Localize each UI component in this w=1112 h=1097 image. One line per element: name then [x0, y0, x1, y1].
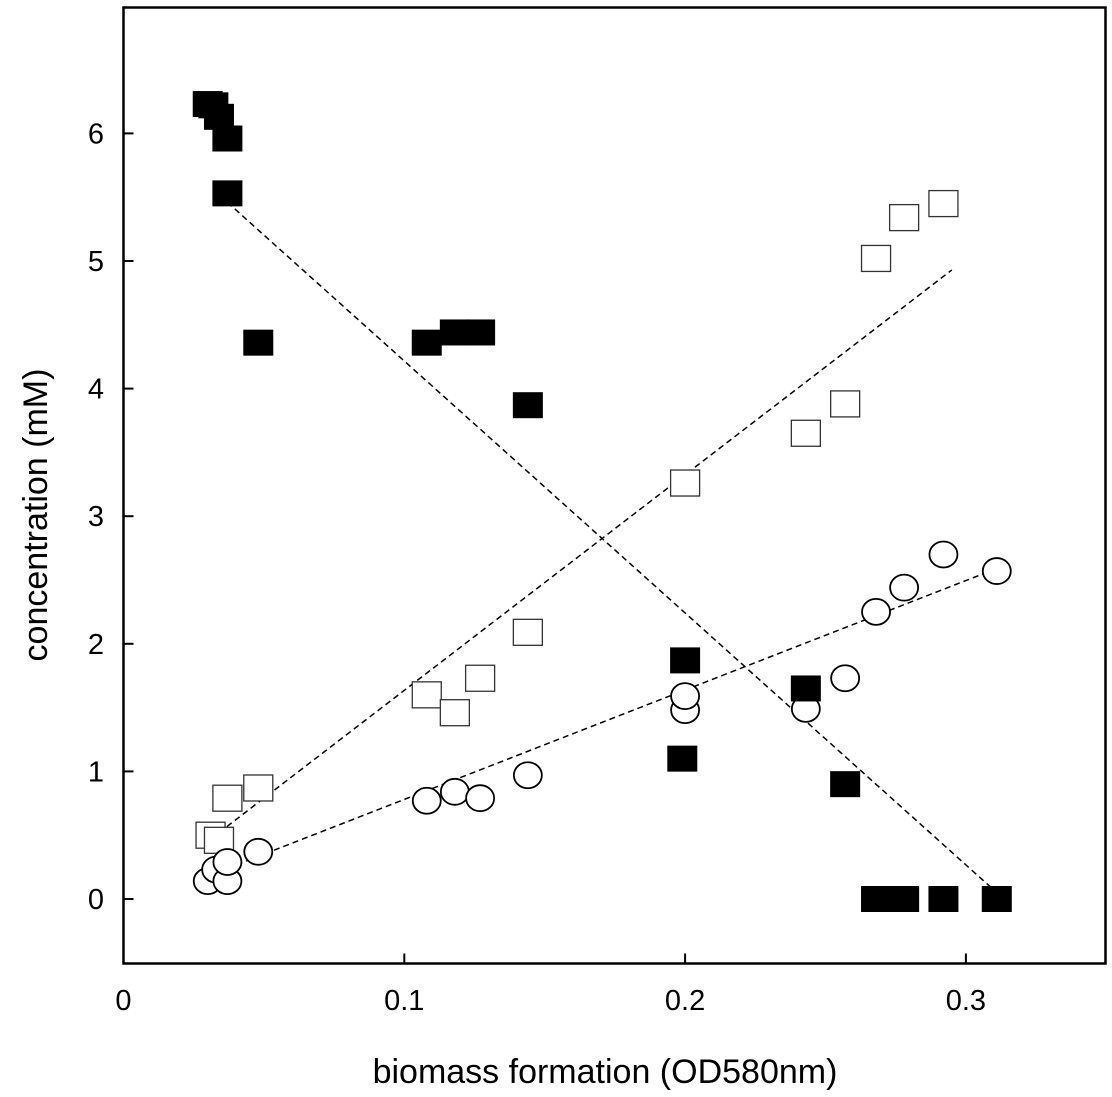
filled-square-point: [830, 771, 861, 798]
y-tick-label: 4: [88, 374, 104, 406]
filled-square-point: [512, 392, 543, 419]
plot-frame: [122, 6, 1107, 965]
filled-square-point: [439, 319, 470, 346]
filled-square-point: [203, 103, 234, 130]
filled-square-point: [411, 329, 442, 356]
open-circle-point: [830, 664, 861, 693]
filled-square-point: [212, 180, 243, 207]
filled-square-point: [465, 319, 496, 346]
open-circle-point: [928, 540, 959, 569]
filled-square-point: [861, 886, 892, 912]
filled-square-point: [889, 886, 920, 912]
open-circle-point: [981, 557, 1012, 585]
open-square-point: [830, 390, 861, 418]
open-square-point: [790, 419, 821, 447]
open-circle-point: [465, 784, 496, 813]
open-circle-point: [411, 786, 442, 815]
open-square-point: [411, 681, 442, 709]
y-axis: 0 1 2 3 4 5 6: [88, 118, 134, 916]
y-tick-label: 3: [88, 501, 104, 533]
filled-square-point: [212, 125, 243, 152]
y-axis-title: concentration (mM): [17, 369, 55, 662]
filled-square-point: [790, 675, 821, 702]
open-square-point: [464, 664, 496, 692]
y-tick-label: 2: [88, 629, 104, 661]
x-tick-label: 0.1: [384, 985, 424, 1017]
open-circle-point: [670, 682, 700, 711]
x-axis: 0 0.1 0.2 0.3: [115, 953, 986, 1017]
fit-line: [218, 269, 953, 834]
open-square-point: [512, 618, 544, 646]
open-square-point: [439, 699, 470, 727]
open-square-point: [928, 189, 959, 218]
fit-line: [227, 567, 998, 870]
open-circle-point: [439, 777, 470, 806]
filled-square-point: [928, 886, 959, 912]
open-circle-point: [889, 573, 920, 602]
filled-square-point: [667, 745, 698, 772]
open-square-point: [212, 784, 243, 812]
x-tick-label: 0.2: [665, 985, 705, 1017]
open-square-point: [669, 469, 701, 497]
y-tick-label: 1: [88, 756, 104, 788]
y-tick-label: 5: [88, 246, 104, 278]
x-tick-label: 0.3: [946, 985, 986, 1017]
open-circle-point: [212, 848, 243, 876]
y-tick-label: 6: [88, 118, 104, 150]
open-circle-point: [512, 761, 543, 790]
x-tick-label: 0: [115, 985, 131, 1017]
y-tick-label: 0: [88, 884, 104, 916]
x-axis-title: biomass formation (OD580nm): [373, 1053, 838, 1091]
open-circle-point: [861, 598, 891, 626]
fit-line: [226, 201, 998, 894]
filled-square-point: [670, 647, 701, 674]
open-square-point: [888, 203, 920, 232]
data-points: [192, 91, 1012, 912]
filled-square-point: [243, 329, 274, 356]
filled-square-point: [981, 886, 1012, 912]
open-circle-point: [243, 837, 274, 866]
open-square-point: [860, 244, 892, 273]
fit-lines: [218, 201, 998, 894]
open-square-point: [243, 774, 274, 802]
